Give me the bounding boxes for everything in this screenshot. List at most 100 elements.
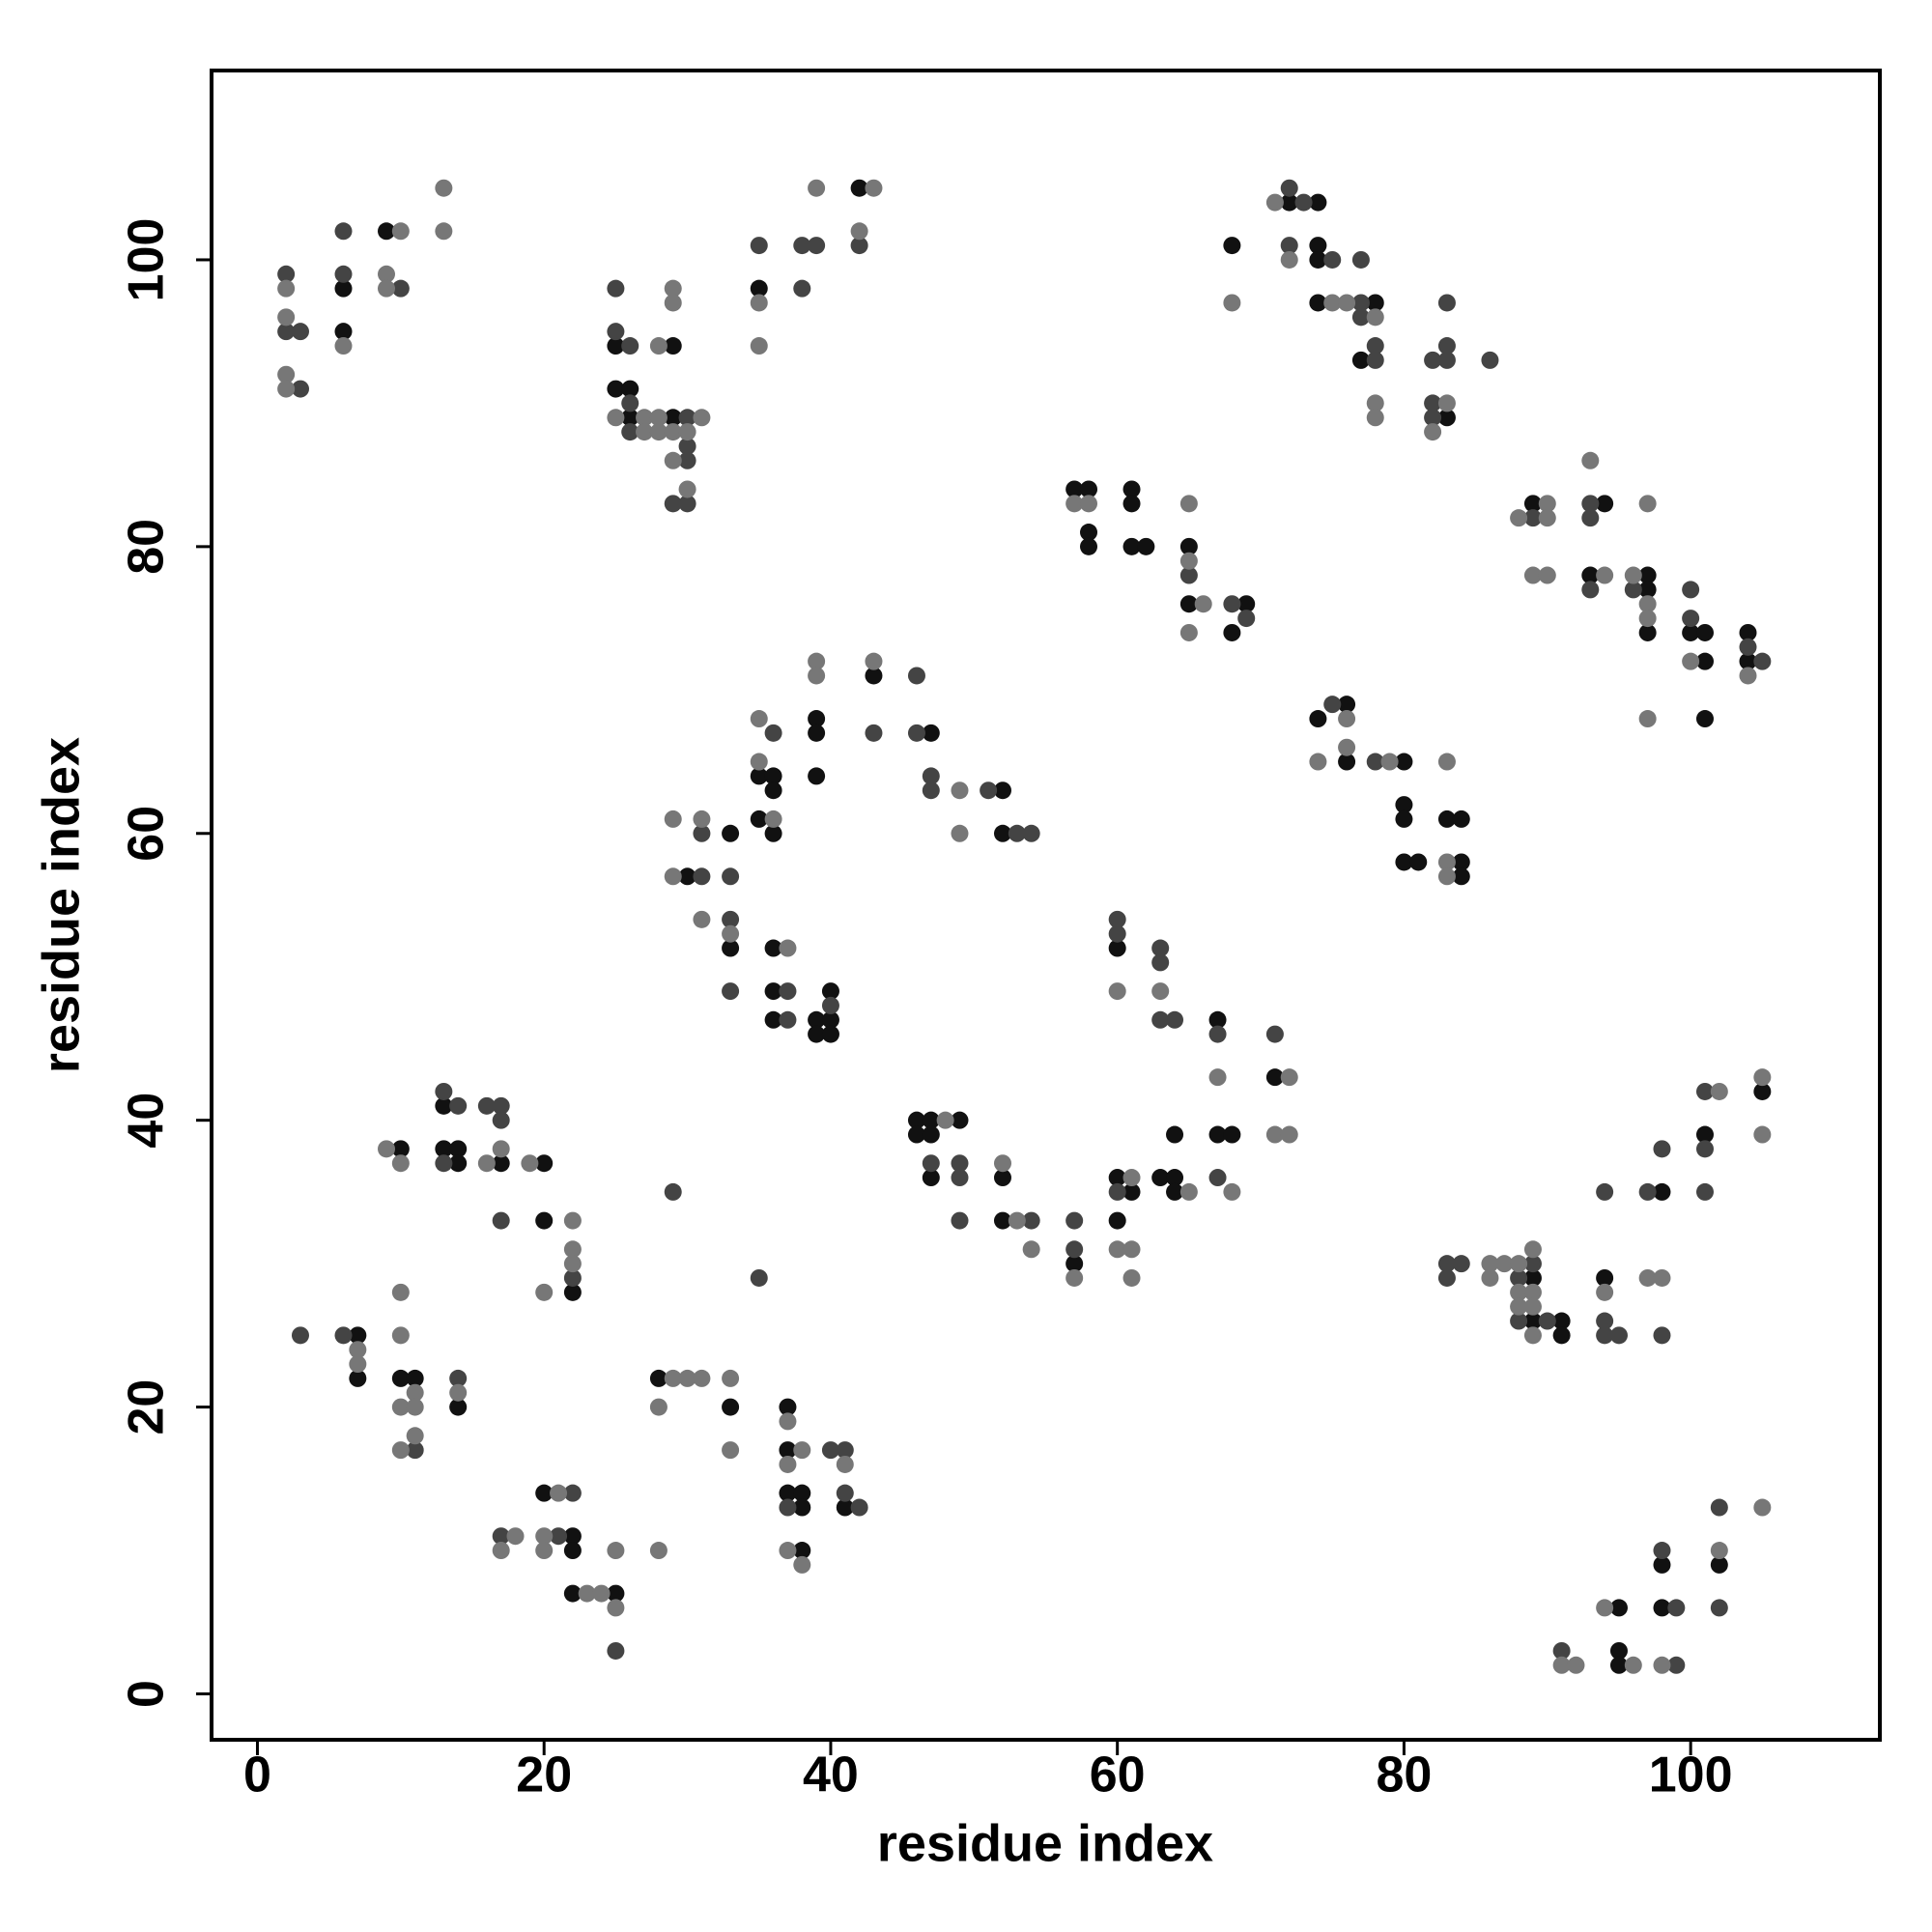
- x-tick-label: 20: [516, 1747, 572, 1804]
- point: [1523, 509, 1542, 527]
- point: [1108, 939, 1126, 957]
- point: [764, 1010, 782, 1029]
- point: [1523, 495, 1542, 513]
- point: [1179, 552, 1198, 570]
- point: [563, 1584, 582, 1603]
- point: [693, 824, 711, 842]
- point: [391, 1140, 410, 1158]
- point: [435, 222, 453, 241]
- point: [836, 1484, 854, 1502]
- point: [1510, 1312, 1528, 1330]
- point: [277, 380, 296, 398]
- point: [492, 1096, 510, 1115]
- point: [378, 279, 396, 298]
- point: [1638, 495, 1657, 513]
- point: [492, 1542, 510, 1560]
- point: [1653, 1555, 1671, 1574]
- point: [1638, 610, 1657, 628]
- point: [1523, 1240, 1542, 1259]
- point: [607, 323, 625, 341]
- point: [865, 179, 883, 197]
- point: [936, 1111, 954, 1129]
- point: [1523, 566, 1542, 584]
- point: [951, 1111, 969, 1129]
- point: [535, 1484, 554, 1502]
- point: [1510, 1283, 1528, 1301]
- point: [435, 179, 453, 197]
- point: [1523, 1326, 1542, 1345]
- point: [1437, 409, 1456, 427]
- point: [1581, 581, 1600, 599]
- point: [779, 1412, 797, 1431]
- point: [808, 724, 826, 742]
- point: [821, 982, 839, 1001]
- point: [1481, 1268, 1499, 1287]
- point: [922, 1125, 940, 1144]
- point: [678, 409, 696, 427]
- point: [1481, 1255, 1499, 1273]
- point: [607, 1641, 625, 1660]
- point: [563, 1542, 582, 1560]
- point: [922, 1111, 940, 1129]
- point: [391, 1398, 410, 1416]
- point: [535, 1211, 554, 1230]
- point: [1065, 1255, 1084, 1273]
- point: [1108, 1211, 1126, 1230]
- point: [378, 222, 396, 241]
- point: [1280, 1068, 1298, 1087]
- point: [722, 982, 740, 1001]
- point: [722, 1441, 740, 1460]
- point: [779, 939, 797, 957]
- point: [1122, 495, 1141, 513]
- point: [277, 308, 296, 327]
- point: [1510, 509, 1528, 527]
- point: [334, 337, 353, 355]
- point: [349, 1326, 367, 1345]
- point: [750, 710, 768, 728]
- point: [1638, 710, 1657, 728]
- point: [391, 1154, 410, 1173]
- point: [1208, 1068, 1227, 1087]
- point: [1452, 867, 1470, 886]
- point: [1166, 1010, 1184, 1029]
- point: [664, 867, 682, 886]
- point: [750, 337, 768, 355]
- point: [1122, 1268, 1141, 1287]
- point: [621, 423, 639, 441]
- point: [1309, 193, 1327, 212]
- point: [1624, 1656, 1642, 1674]
- point: [808, 179, 826, 197]
- point: [1380, 753, 1399, 771]
- point: [1323, 250, 1342, 269]
- point: [1122, 1169, 1141, 1187]
- point: [1395, 810, 1413, 828]
- point: [1653, 1599, 1671, 1617]
- point: [850, 179, 868, 197]
- point: [607, 409, 625, 427]
- point: [1194, 595, 1212, 613]
- point: [1581, 509, 1600, 527]
- point: [1523, 1255, 1542, 1273]
- point: [1223, 237, 1241, 255]
- point: [535, 1542, 554, 1560]
- point: [1552, 1312, 1571, 1330]
- point: [449, 1096, 468, 1115]
- point: [1638, 1268, 1657, 1287]
- point: [1567, 1656, 1585, 1674]
- point: [1638, 623, 1657, 641]
- point: [391, 1369, 410, 1387]
- point: [1351, 294, 1370, 312]
- point: [951, 781, 969, 800]
- point: [1538, 566, 1556, 584]
- point: [1495, 1255, 1514, 1273]
- point: [1695, 1182, 1714, 1201]
- point: [1695, 1140, 1714, 1158]
- point: [563, 1255, 582, 1273]
- point: [477, 1096, 496, 1115]
- point: [435, 1140, 453, 1158]
- point: [477, 1154, 496, 1173]
- point: [1265, 1068, 1284, 1087]
- point: [349, 1355, 367, 1374]
- point: [993, 1169, 1011, 1187]
- point: [1609, 1599, 1628, 1617]
